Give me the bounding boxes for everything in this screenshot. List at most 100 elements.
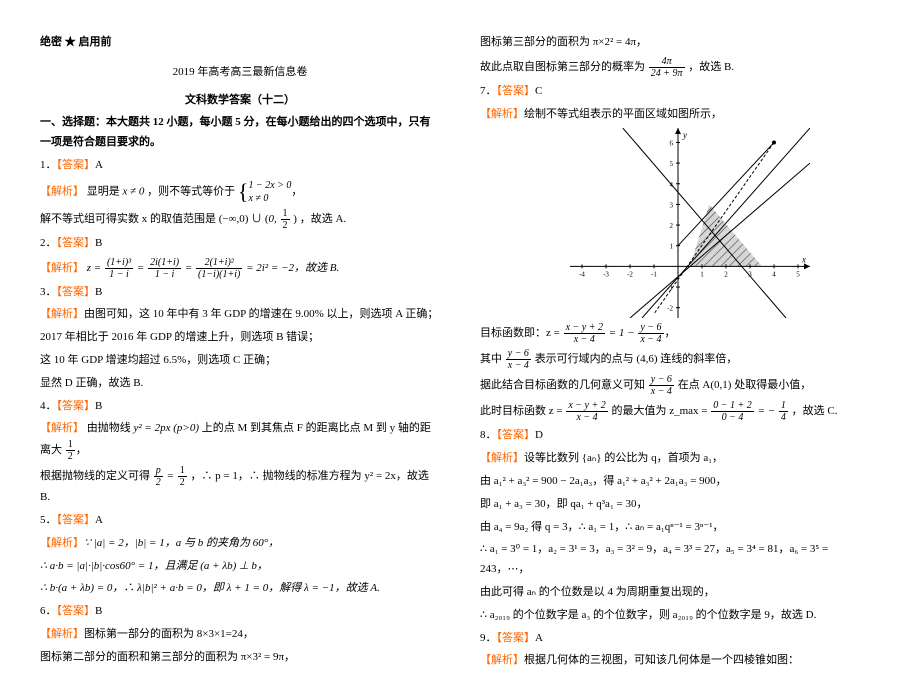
svg-text:-2: -2	[667, 305, 673, 313]
q7-l3: 其中 y − 6x − 4 表示可行域内的点与 (4,6) 连线的斜率倍，	[480, 348, 880, 371]
q1-case1: 1 − 2x > 0	[248, 179, 291, 192]
q2-f2n: 2i(1+i)	[148, 257, 181, 269]
q7-l2a: 目标函数即：z =	[480, 327, 563, 339]
q5-t2: ∴ a·b = |a|·|b|·cos60° = 1，且满足 (a + λb) …	[40, 560, 268, 572]
svg-text:1: 1	[670, 243, 674, 251]
q7-graph: -4-3-2-112345-2-1123456xy	[570, 128, 880, 318]
q3-l2: 2017 年相比于 2016 年 GDP 的增速上升，则选项 B 错误；	[40, 328, 440, 348]
q5-t1: ∵ |a| = 2，|b| = 1，a 与 b 的夹角为 60°，	[84, 537, 279, 549]
explain-label: 【解析】	[40, 262, 84, 274]
q7-l2: 目标函数即：z = x − y + 2x − 4 = 1 − y − 6x − …	[480, 322, 880, 345]
title-1: 2019 年高考高三最新信息卷	[40, 63, 440, 83]
svg-text:-1: -1	[651, 271, 657, 279]
feasible-region-graph: -4-3-2-112345-2-1123456xy	[570, 128, 810, 318]
q6c-fn: 4π	[649, 56, 685, 68]
q5-l2: ∴ a·b = |a|·|b|·cos60° = 1，且满足 (a + λb) …	[40, 557, 440, 577]
title-2: 文科数学答案（十二）	[40, 91, 440, 111]
q8-l1: 【解析】设等比数列 {aₙ} 的公比为 q，首项为 a₁，	[480, 449, 880, 469]
q7-f4d: x − 4	[649, 386, 674, 397]
right-column: 图标第三部分的面积为 π×2² = 4π， 故此点取自图标第三部分的概率为 4π…	[480, 30, 880, 674]
q9-t1: 根据几何体的三视图，可知该几何体是一个四棱锥如图：	[524, 654, 799, 666]
q4-p2n: p	[154, 465, 163, 477]
svg-text:5: 5	[670, 160, 674, 168]
svg-text:5: 5	[796, 271, 800, 279]
q7-l4b: 在点 A(0,1) 处取得最小值，	[678, 379, 812, 391]
explain-label: 【解析】	[480, 654, 524, 666]
q4-l2: 根据抛物线的定义可得 p2 = 12 ，∴ p = 1，∴ 抛物线的标准方程为 …	[40, 465, 440, 508]
q7-f5n: x − y + 2	[566, 400, 607, 412]
q4-answer: 4．【答案】B	[40, 397, 440, 417]
q5-l1: 【解析】∵ |a| = 2，|b| = 1，a 与 b 的夹角为 60°，	[40, 534, 440, 554]
q4-p2d: 2	[154, 477, 163, 488]
q7-f7d: 4	[779, 412, 788, 423]
svg-text:x: x	[801, 255, 806, 265]
q1-text: 显明是	[87, 185, 120, 197]
q7-f5d: x − 4	[566, 412, 607, 423]
q2-f1n: (1+i)³	[105, 257, 133, 269]
q1-interval: 0,	[269, 213, 280, 225]
q3-l1: 【解析】由图可知，这 10 年中有 3 年 GDP 的增速在 9.00% 以上，…	[40, 305, 440, 325]
q7-l5: 此时目标函数 z = x − y + 2x − 4 的最大值为 z_max = …	[480, 400, 880, 423]
q1-math-1: x ≠ 0	[123, 185, 145, 197]
q5-answer: 5．【答案】A	[40, 511, 440, 531]
q4-l2a: 根据抛物线的定义可得	[40, 470, 153, 482]
q7-f1n: x − y + 2	[564, 322, 605, 334]
q7-l1: 【解析】绘制不等式组表示的平面区域如图所示，	[480, 105, 880, 125]
q7-f2d: x − 4	[638, 334, 663, 345]
q9-l1: 【解析】根据几何体的三视图，可知该几何体是一个四棱锥如图：	[480, 651, 880, 671]
q8-l3: 即 a₁ + a₃ = 30，即 qa₁ + q³a₁ = 30，	[480, 495, 880, 515]
q8-l7: ∴ a₂₀₁₉ 的个位数字是 a₃ 的个位数字，则 a₂₀₁₉ 的个位数字是 9…	[480, 606, 880, 626]
q1-mid: ，则不等式等价于	[147, 185, 235, 197]
q1-answer: 1．【答案】A	[40, 156, 440, 176]
q7-answer: 7．【答案】C	[480, 82, 880, 102]
q7-f7n: 1	[779, 400, 788, 412]
q1-explain-2: 解不等式组可得实数 x 的取值范围是 (−∞,0) ∪ (0, 12 ) ，故选…	[40, 208, 440, 231]
section-heading: 一、选择题：本大题共 12 小题，每小题 5 分，在每小题给出的四个选项中，只有…	[40, 113, 440, 153]
svg-text:1: 1	[700, 271, 704, 279]
q4-hd: 2	[66, 451, 75, 462]
q2-f3n: 2(1+i)²	[196, 257, 242, 269]
q7-f6d: 0 − 4	[711, 412, 754, 423]
svg-text:3: 3	[670, 202, 674, 210]
q2-f1d: 1 − i	[105, 269, 133, 280]
svg-text:y: y	[682, 130, 687, 140]
q2-z: z =	[87, 262, 104, 274]
q6c-fd: 24 + 9π	[649, 68, 685, 79]
q2-answer: 2．【答案】B	[40, 234, 440, 254]
svg-text:6: 6	[670, 140, 674, 148]
explain-label: 【解析】	[40, 185, 84, 197]
q4-eq: =	[167, 470, 177, 482]
explain-label: 【解析】	[480, 452, 524, 464]
q7-mid: = 1 −	[609, 327, 638, 339]
q2-eq2: =	[185, 262, 195, 274]
q3-l3: 这 10 年 GDP 增速均超过 6.5%，则选项 C 正确；	[40, 351, 440, 371]
q8-l5: ∴ a₁ = 3⁰ = 1，a₂ = 3¹ = 3，a₃ = 3² = 9，a₄…	[480, 540, 880, 580]
svg-text:2: 2	[670, 222, 674, 230]
q6c-l1: 图标第三部分的面积为 π×2² = 4π，	[480, 33, 880, 53]
q7-l5d: ，故选 C.	[792, 405, 838, 417]
svg-text:-2: -2	[627, 271, 633, 279]
q2-explain: 【解析】 z = (1+i)³1 − i = 2i(1+i)1 − i = 2(…	[40, 257, 440, 280]
explain-label: 【解析】	[480, 108, 524, 120]
q8-t1: 设等比数列 {aₙ} 的公比为 q，首项为 a₁，	[524, 452, 723, 464]
q4-parab: y² = 2px (p>0)	[134, 422, 199, 434]
explain-label: 【解析】	[40, 537, 84, 549]
left-column: 绝密 ★ 启用前 2019 年高考高三最新信息卷 文科数学答案（十二） 一、选择…	[40, 30, 440, 674]
q6-answer: 6．【答案】B	[40, 602, 440, 622]
q1-hn: 1	[281, 208, 290, 220]
q6c-l2b: ，故选 B.	[688, 61, 734, 73]
q1-l2a: 解不等式组可得实数 x 的取值范围是 (−∞,0) ∪	[40, 213, 265, 225]
q7-l4: 据此结合目标函数的几何意义可知 y − 6x − 4 在点 A(0,1) 处取得…	[480, 374, 880, 397]
secret-label: 绝密 ★ 启用前	[40, 33, 440, 53]
q4-h2n: 1	[178, 465, 187, 477]
q7-f6n: 0 − 1 + 2	[711, 400, 754, 412]
q3-t1: 由图可知，这 10 年中有 3 年 GDP 的增速在 9.00% 以上，则选项 …	[84, 308, 438, 320]
q9-answer: 9．【答案】A	[480, 629, 880, 649]
q7-f1d: x − 4	[564, 334, 605, 345]
q7-l5c: = −	[758, 405, 776, 417]
q6c-l2a: 故此点取自图标第三部分的概率为	[480, 61, 648, 73]
explain-label: 【解析】	[40, 628, 84, 640]
svg-text:4: 4	[772, 271, 776, 279]
q8-l6: 由此可得 aₙ 的个位数是以 4 为周期重复出现的，	[480, 583, 880, 603]
q4-l1a: 由抛物线	[87, 422, 134, 434]
